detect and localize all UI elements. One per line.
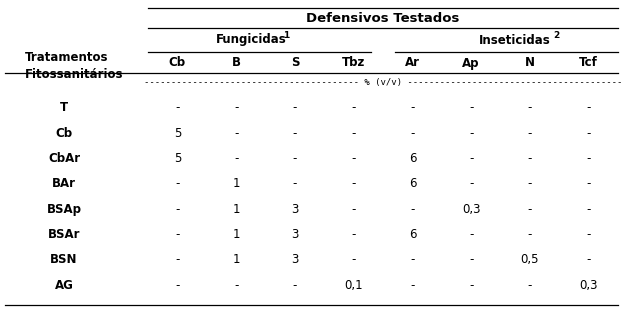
Text: -: - [175,279,179,292]
Text: -: - [528,126,532,140]
Text: 1: 1 [283,30,289,39]
Text: Tratamentos
Fitossanitários: Tratamentos Fitossanitários [25,51,123,81]
Text: 6: 6 [409,177,416,190]
Text: -: - [175,228,179,241]
Text: Ap: Ap [462,57,480,69]
Text: -: - [469,228,473,241]
Text: -: - [175,101,179,114]
Text: -: - [410,203,414,216]
Text: -: - [410,279,414,292]
Text: Defensivos Testados: Defensivos Testados [307,13,460,25]
Text: -: - [528,152,532,165]
Text: -: - [469,177,473,190]
Text: 3: 3 [291,203,298,216]
Text: -: - [351,228,356,241]
Text: Cb: Cb [55,126,72,140]
Text: -: - [528,203,532,216]
Text: BSAr: BSAr [48,228,80,241]
Text: 2: 2 [553,30,559,39]
Text: Tcf: Tcf [579,57,598,69]
Text: -: - [293,177,297,190]
Text: -: - [234,101,239,114]
Text: 0,5: 0,5 [521,254,539,266]
Text: 3: 3 [291,228,298,241]
Text: -: - [175,203,179,216]
Text: -: - [410,101,414,114]
Text: -: - [410,126,414,140]
Text: -: - [234,152,239,165]
Text: -: - [586,101,591,114]
Text: -: - [175,177,179,190]
Text: -: - [528,228,532,241]
Text: BSAp: BSAp [47,203,82,216]
Text: 1: 1 [232,228,240,241]
Text: BAr: BAr [52,177,76,190]
Text: -: - [293,101,297,114]
Text: -: - [586,203,591,216]
Text: Tbz: Tbz [342,57,365,69]
Text: -: - [528,177,532,190]
Text: -: - [469,101,473,114]
Text: BSN: BSN [50,254,78,266]
Text: Ar: Ar [405,57,420,69]
Text: 6: 6 [409,152,416,165]
Text: 6: 6 [409,228,416,241]
Text: ---------------------------------------- % (v/v) -------------------------------: ----------------------------------------… [144,78,622,86]
Text: 5: 5 [174,126,181,140]
Text: 3: 3 [291,254,298,266]
Text: -: - [175,254,179,266]
Text: AG: AG [55,279,74,292]
Text: 0,3: 0,3 [462,203,480,216]
Text: 0,1: 0,1 [345,279,363,292]
Text: -: - [586,152,591,165]
Text: -: - [351,152,356,165]
Text: 1: 1 [232,177,240,190]
Text: -: - [528,101,532,114]
Text: N: N [525,57,535,69]
Text: 5: 5 [174,152,181,165]
Text: -: - [469,126,473,140]
Text: S: S [290,57,299,69]
Text: -: - [351,203,356,216]
Text: -: - [586,126,591,140]
Text: Inseticidas: Inseticidas [479,33,551,47]
Text: -: - [293,152,297,165]
Text: B: B [232,57,240,69]
Text: -: - [586,177,591,190]
Text: T: T [60,101,68,114]
Text: 1: 1 [232,203,240,216]
Text: -: - [234,126,239,140]
Text: -: - [293,279,297,292]
Text: -: - [234,279,239,292]
Text: -: - [469,152,473,165]
Text: -: - [469,279,473,292]
Text: -: - [586,228,591,241]
Text: 1: 1 [232,254,240,266]
Text: CbAr: CbAr [48,152,80,165]
Text: -: - [351,101,356,114]
Text: -: - [351,254,356,266]
Text: -: - [351,177,356,190]
Text: -: - [293,126,297,140]
Text: -: - [528,279,532,292]
Text: -: - [586,254,591,266]
Text: -: - [410,254,414,266]
Text: Cb: Cb [169,57,186,69]
Text: -: - [469,254,473,266]
Text: -: - [351,126,356,140]
Text: 0,3: 0,3 [579,279,598,292]
Text: Fungicidas: Fungicidas [216,33,286,47]
